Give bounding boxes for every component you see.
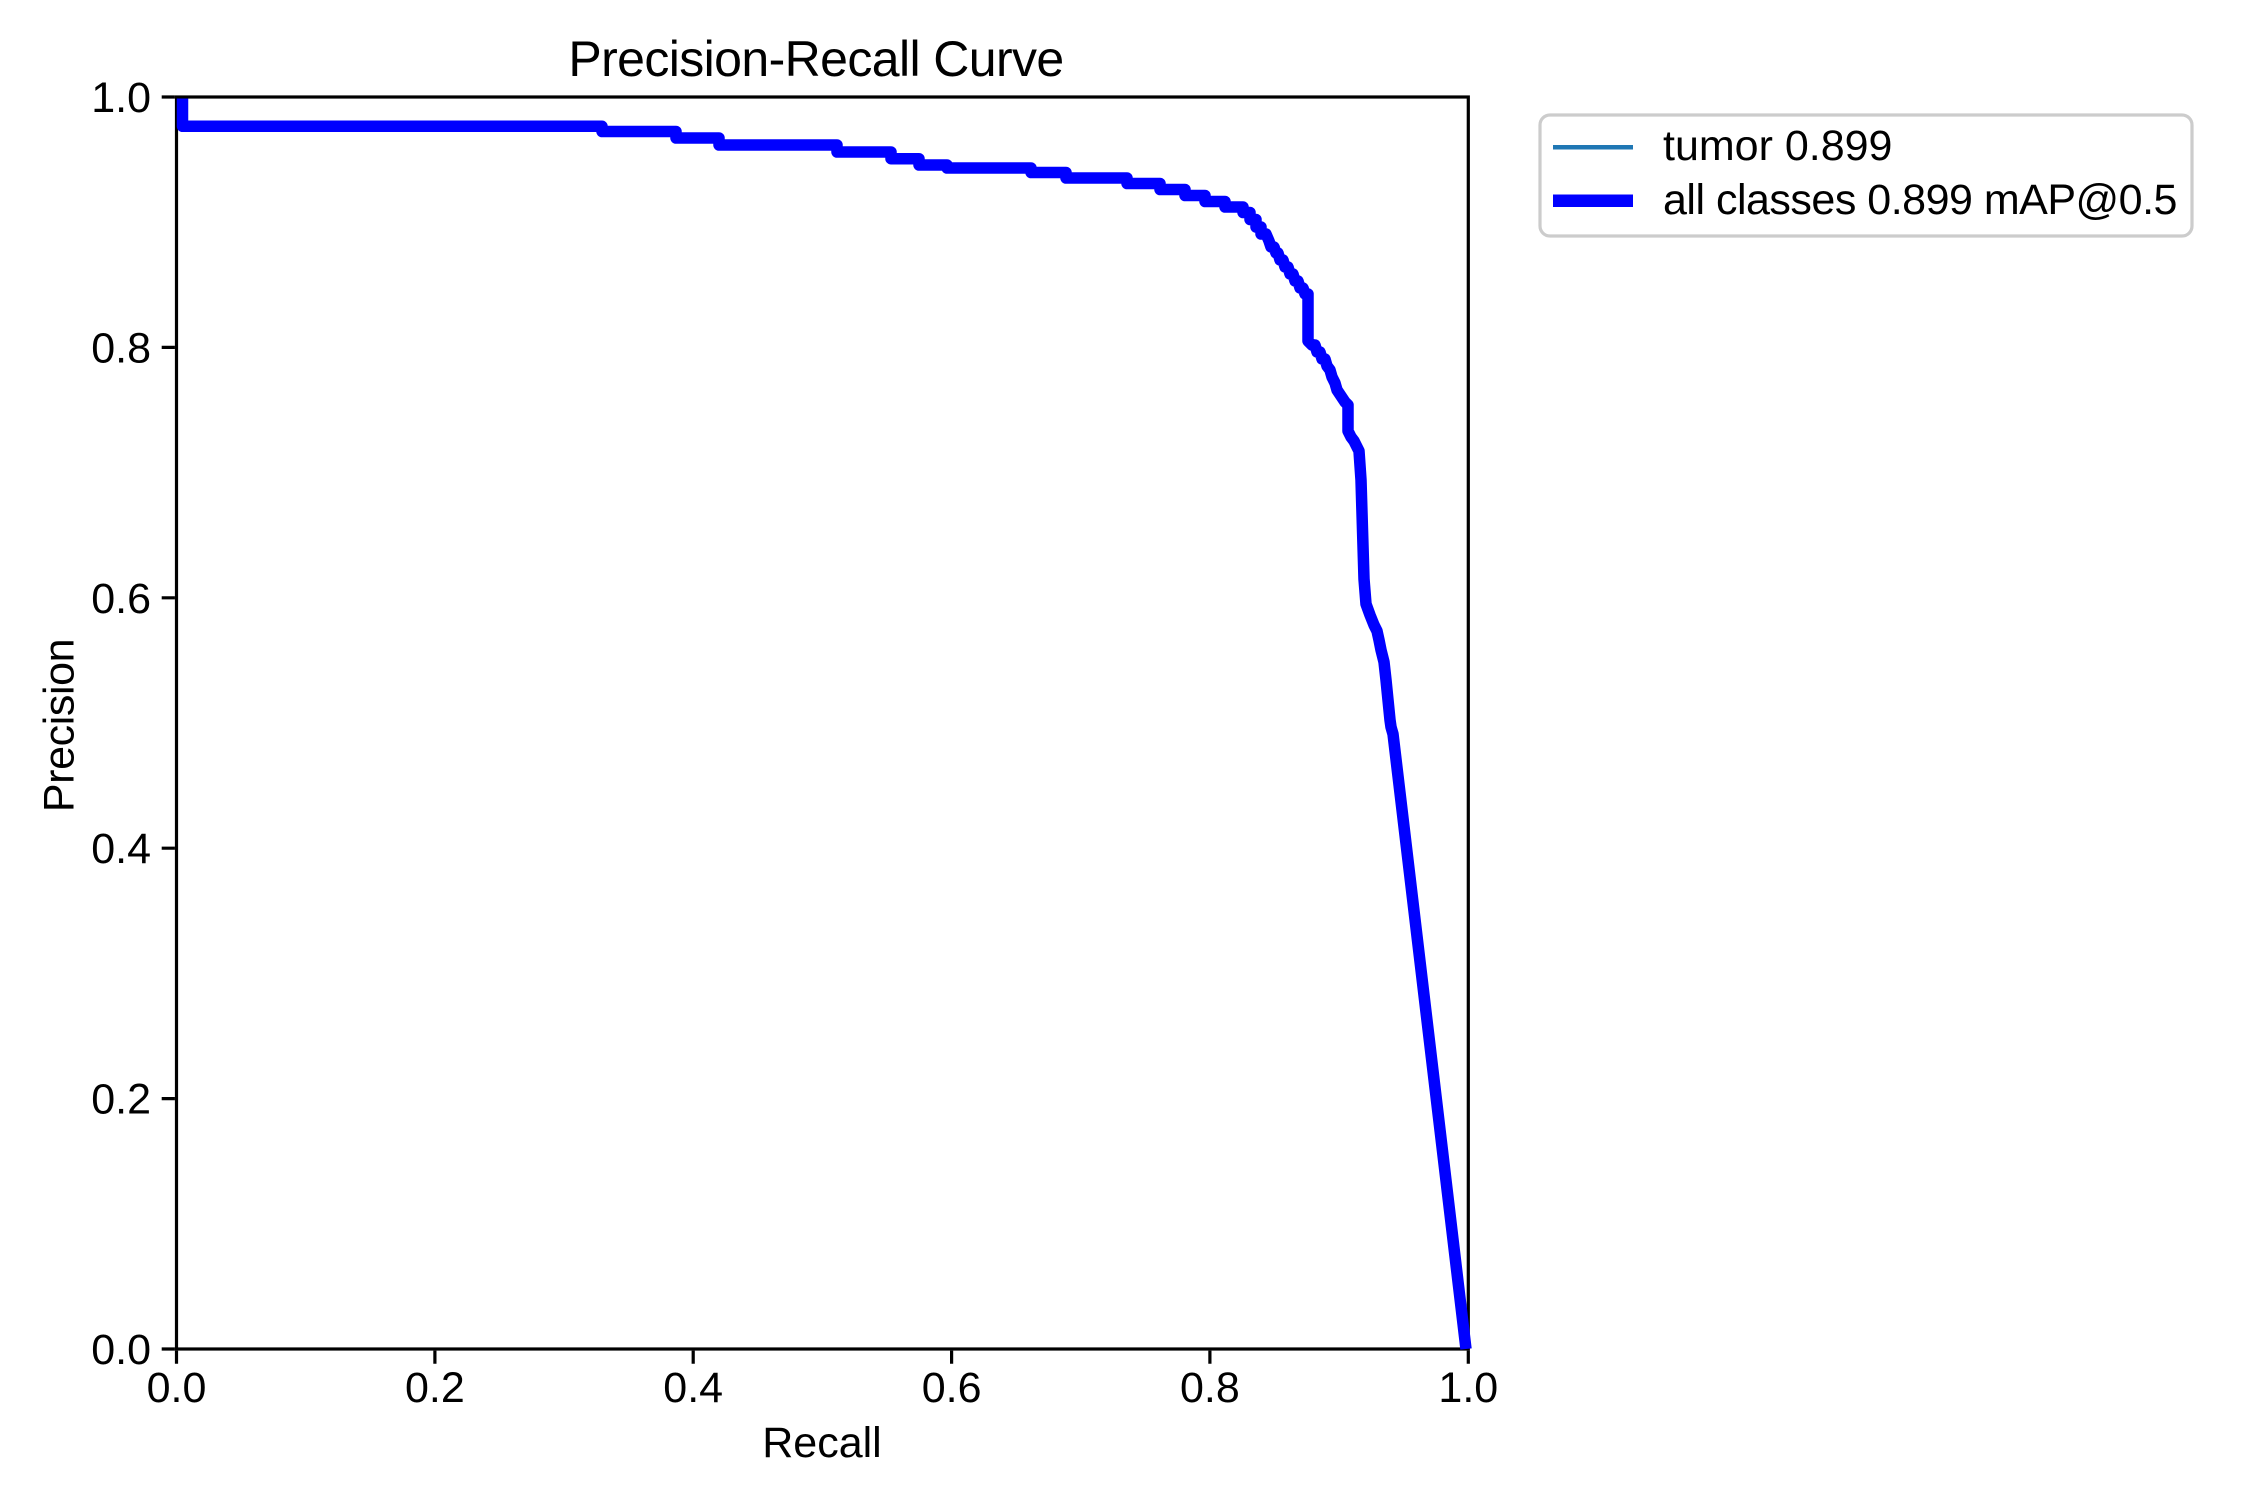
svg-text:tumor 0.899: tumor 0.899 (1663, 122, 1892, 170)
svg-text:0.6: 0.6 (91, 575, 151, 623)
svg-text:Recall: Recall (762, 1419, 882, 1467)
svg-text:1.0: 1.0 (91, 74, 151, 122)
svg-text:0.8: 0.8 (91, 324, 151, 372)
svg-text:0.4: 0.4 (91, 825, 151, 873)
svg-text:0.0: 0.0 (147, 1364, 207, 1412)
svg-text:0.6: 0.6 (922, 1364, 982, 1412)
svg-text:all classes 0.899 mAP@0.5: all classes 0.899 mAP@0.5 (1663, 176, 2177, 224)
svg-text:Precision: Precision (36, 639, 84, 812)
svg-text:1.0: 1.0 (1438, 1364, 1498, 1412)
svg-text:0.8: 0.8 (1180, 1364, 1240, 1412)
svg-text:0.2: 0.2 (405, 1364, 465, 1412)
svg-text:0.0: 0.0 (91, 1326, 151, 1374)
svg-text:0.4: 0.4 (663, 1364, 723, 1412)
svg-text:Precision-Recall Curve: Precision-Recall Curve (568, 31, 1063, 87)
svg-text:0.2: 0.2 (91, 1076, 151, 1124)
